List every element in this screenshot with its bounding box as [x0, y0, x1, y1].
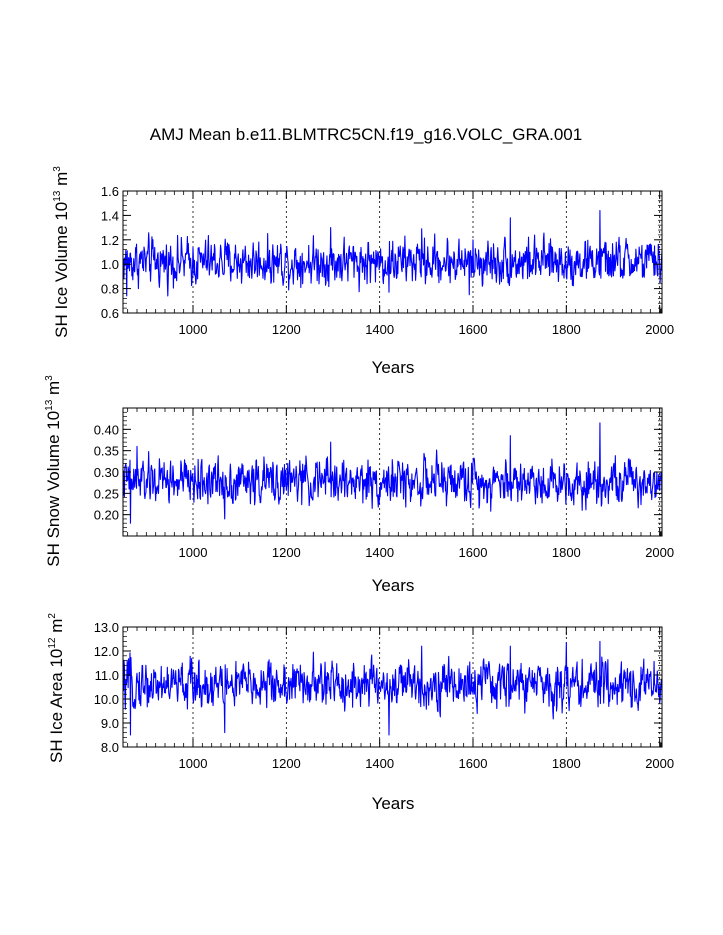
chart-title: AMJ Mean b.e11.BLMTRC5CN.f19_g16.VOLC_GR…	[150, 125, 582, 144]
ytick-label: 0.6	[101, 306, 119, 321]
ytick-label: 11.0	[95, 668, 119, 683]
ytick-label: 13.0	[94, 620, 119, 635]
series-line-snow-volume	[122, 422, 663, 524]
xtick-label: 1400	[365, 756, 394, 771]
ytick-label: 0.30	[94, 465, 119, 480]
xtick-label: 1000	[179, 322, 208, 337]
ytick-label: 1.2	[101, 233, 119, 248]
series-line-ice-area	[122, 640, 663, 736]
ytick-label: 0.40	[94, 422, 119, 437]
ylabel-snow-volume: SH Snow Volume 1013 m3	[44, 375, 63, 567]
xtick-label: 1000	[179, 756, 208, 771]
xtick-label: 1200	[272, 756, 301, 771]
ytick-label: 10.0	[94, 692, 119, 707]
xtick-label: 1200	[272, 545, 301, 560]
ytick-label: 9.0	[101, 716, 119, 731]
ytick-label: 0.20	[94, 508, 119, 523]
xtick-label: 1400	[365, 545, 394, 560]
ytick-label: 0.25	[94, 486, 119, 501]
xtick-label: 1600	[459, 545, 488, 560]
xtick-label: 2000	[645, 756, 674, 771]
plot-frame	[122, 190, 663, 314]
plot-frame	[122, 626, 663, 748]
xtick-label: 1600	[459, 322, 488, 337]
ytick-label: 12.0	[94, 644, 119, 659]
series-line-ice-volume	[122, 209, 663, 297]
ytick-label: 8.0	[101, 740, 119, 755]
xlabel-ice-volume: Years	[372, 358, 415, 377]
xtick-label: 1000	[179, 545, 208, 560]
panel-ice-volume: 1000 1200 1400 1600 1800 2000 0.6 0.8 1.0 1.2 1.4 1…	[101, 184, 674, 337]
xtick-label: 1800	[552, 545, 581, 560]
ylabel-ice-volume: SH Ice Volume 1013 m3	[52, 166, 71, 338]
xtick-label: 1400	[365, 322, 394, 337]
panel-ice-area: 1000 1200 1400 1600 1800 2000 8.0 9.0 10.0 11.0 12…	[94, 620, 674, 771]
ytick-label: 1.6	[101, 184, 119, 199]
xlabel-ice-area: Years	[372, 794, 415, 813]
xtick-label: 1800	[552, 322, 581, 337]
xtick-label: 1800	[552, 756, 581, 771]
xlabel-snow-volume: Years	[372, 576, 415, 595]
ytick-label: 0.8	[101, 282, 119, 297]
xtick-label: 1200	[272, 322, 301, 337]
ytick-label: 0.35	[94, 444, 119, 459]
ylabel-ice-area: SH Ice Area 1012 m2	[47, 613, 66, 763]
ytick-label: 1.4	[101, 208, 119, 223]
xtick-label: 1600	[459, 756, 488, 771]
xtick-label: 2000	[645, 545, 674, 560]
ytick-label: 1.0	[101, 257, 119, 272]
xtick-label: 2000	[645, 322, 674, 337]
panel-snow-volume: 1000 1200 1400 1600 1800 2000 0.20 0.25 0.30 0.35…	[94, 407, 674, 560]
